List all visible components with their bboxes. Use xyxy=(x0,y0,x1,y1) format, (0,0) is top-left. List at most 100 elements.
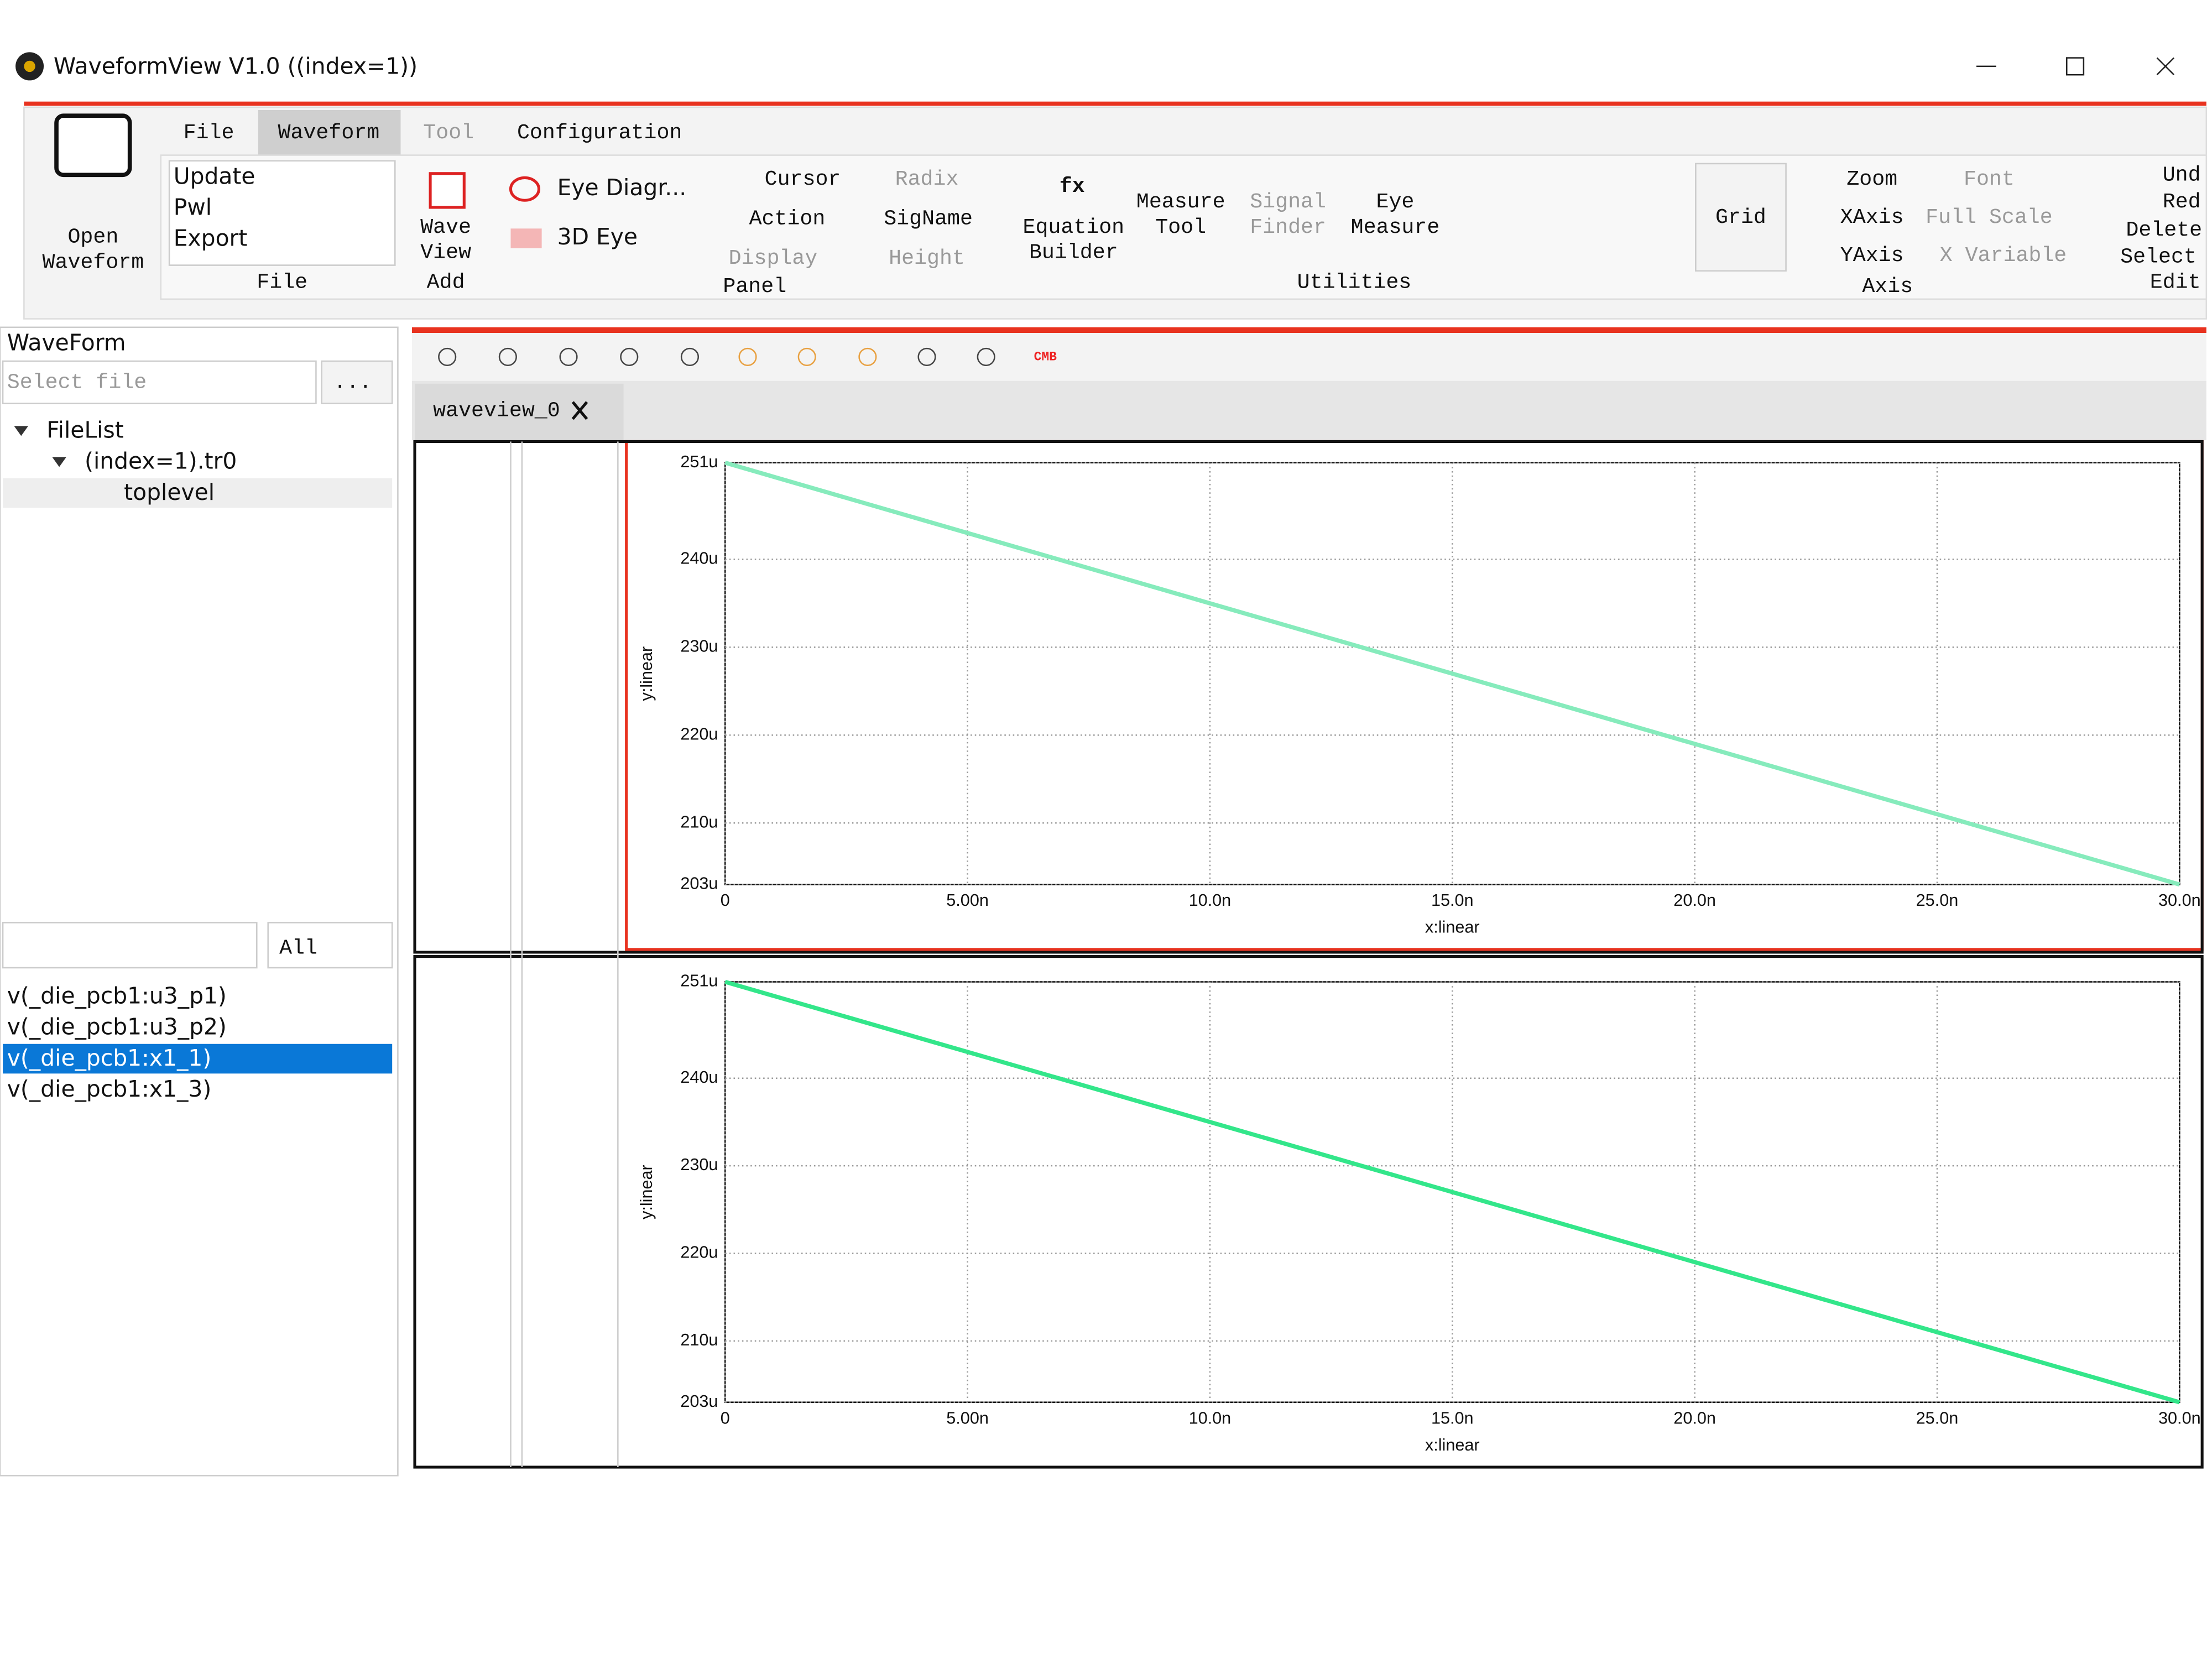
group-label: File xyxy=(257,270,307,294)
tree-item[interactable]: FileList xyxy=(46,417,124,444)
x-tick-label: 20.0n xyxy=(1673,891,1716,910)
cmb-button[interactable]: CMB xyxy=(1034,349,1057,364)
file-placeholder[interactable]: Select file xyxy=(7,371,147,394)
x-tick-label: 30.0n xyxy=(2158,891,2201,910)
measure-tool[interactable]: Tool xyxy=(1155,216,1206,239)
file-item[interactable]: Export xyxy=(174,225,248,252)
x-tick-label: 0 xyxy=(721,1408,730,1427)
signal-item[interactable]: v(_die_pcb1:x1_3) xyxy=(7,1076,211,1102)
x-axis-label: x:linear xyxy=(1425,918,1480,937)
file-input[interactable] xyxy=(2,360,317,404)
filter-value[interactable]: All xyxy=(279,936,317,960)
open-button[interactable]: Open xyxy=(67,226,118,249)
y-axis-label: y:linear xyxy=(637,646,656,701)
close-button[interactable] xyxy=(2156,57,2175,76)
toolbar-icon[interactable] xyxy=(977,347,995,366)
ribbon-body xyxy=(160,154,2208,300)
browse-button[interactable]: ... xyxy=(333,371,372,394)
cursor-button[interactable]: Cursor xyxy=(765,168,841,191)
grid-button-box[interactable] xyxy=(1695,163,1787,272)
eye-measure[interactable]: Eye xyxy=(1376,190,1415,214)
font-button[interactable]: Font xyxy=(1964,168,2015,191)
wave-view-button[interactable]: View xyxy=(420,241,471,265)
group-label: Panel xyxy=(723,275,786,299)
toolbar-icon[interactable] xyxy=(498,347,517,366)
open-button[interactable]: Waveform xyxy=(43,251,144,275)
filter-combo[interactable] xyxy=(267,922,393,969)
x-tick-label: 20.0n xyxy=(1673,1408,1716,1427)
tab[interactable] xyxy=(415,383,624,440)
undo-button[interactable]: Und xyxy=(2163,163,2201,187)
zoom-button[interactable]: Zoom xyxy=(1846,168,1897,191)
x-tick-label: 25.0n xyxy=(1916,891,1959,910)
tab-label[interactable]: waveview_0 xyxy=(433,399,560,422)
file-item[interactable]: Pwl xyxy=(174,194,212,221)
radix-button[interactable]: Radix xyxy=(895,168,959,191)
toolbar-icon[interactable] xyxy=(858,347,877,366)
wave-view-icon[interactable] xyxy=(429,172,466,209)
full-scale-button[interactable]: Full Scale xyxy=(1926,206,2053,229)
wave-view-button[interactable]: Wave xyxy=(420,216,471,239)
plot-frame-top xyxy=(625,440,2204,951)
signal-combo[interactable] xyxy=(2,922,258,969)
x-tick-label: 5.00n xyxy=(946,891,989,910)
toolbar-icon[interactable] xyxy=(797,347,816,366)
signal-item[interactable]: v(_die_pcb1:u3_p1) xyxy=(7,983,227,1009)
y-tick-label: 203u xyxy=(680,1392,718,1411)
select-button[interactable]: Select xyxy=(2120,245,2197,269)
ribbon-tab[interactable]: Configuration xyxy=(517,121,682,145)
y-axis-label: y:linear xyxy=(637,1165,656,1219)
sidebar-title: WaveForm xyxy=(7,329,126,356)
delete-button[interactable]: Delete xyxy=(2126,218,2202,242)
display-button[interactable]: Display xyxy=(729,247,818,270)
toolbar-icon[interactable] xyxy=(620,347,639,366)
signal-finder[interactable]: Signal xyxy=(1250,190,1326,214)
ribbon-tab[interactable]: File xyxy=(184,121,234,145)
eye-diagram-button[interactable]: Eye Diagr... xyxy=(557,174,687,201)
browse-box[interactable] xyxy=(321,360,393,404)
x-variable-button[interactable]: X Variable xyxy=(1940,244,2067,268)
toolbar-icon[interactable] xyxy=(738,347,757,366)
waveform-line xyxy=(724,461,2180,887)
view-divider xyxy=(411,327,2206,333)
open-icon[interactable] xyxy=(54,113,132,178)
tree-selection xyxy=(3,478,393,508)
signame-button[interactable]: SigName xyxy=(884,207,973,231)
signal-item[interactable]: v(_die_pcb1:x1_1) xyxy=(7,1045,211,1071)
xaxis-button[interactable]: XAxis xyxy=(1840,206,1904,229)
tab-close[interactable] xyxy=(571,401,588,420)
file-item[interactable]: Update xyxy=(174,163,255,189)
yaxis-button[interactable]: YAxis xyxy=(1840,244,1904,268)
grid-button[interactable]: Grid xyxy=(1715,206,1766,229)
signal-finder[interactable]: Finder xyxy=(1250,216,1326,239)
action-button[interactable]: Action xyxy=(749,207,826,231)
equation-builder[interactable]: Builder xyxy=(1029,241,1118,265)
ribbon-tab[interactable]: Tool xyxy=(423,121,474,145)
toolbar-icon[interactable] xyxy=(917,347,936,366)
tree-item[interactable]: (index=1).tr0 xyxy=(85,448,237,474)
x-tick-label: 25.0n xyxy=(1916,1408,1959,1427)
toolbar-icon[interactable] xyxy=(438,347,457,366)
ribbon-tab[interactable]: Waveform xyxy=(278,121,380,145)
height-button[interactable]: Height xyxy=(889,247,965,270)
maximize-button[interactable] xyxy=(2065,57,2085,76)
x-tick-label: 0 xyxy=(721,891,730,910)
redo-button[interactable]: Red xyxy=(2163,190,2201,214)
window-title: WaveformView V1.0 ((index=1)) xyxy=(54,53,418,79)
waveform-line xyxy=(724,979,2180,1405)
group-label: Edit xyxy=(2150,270,2201,294)
y-tick-label: 220u xyxy=(680,1243,718,1262)
group-label: Add xyxy=(427,270,465,294)
equation-builder[interactable]: Equation xyxy=(1023,216,1125,239)
fx-icon: fx xyxy=(1060,175,1085,199)
title-divider xyxy=(24,101,2206,106)
toolbar-icon[interactable] xyxy=(559,347,578,366)
signal-item[interactable]: v(_die_pcb1:u3_p2) xyxy=(7,1014,227,1040)
toolbar-icon[interactable] xyxy=(680,347,700,366)
tree-item[interactable]: toplevel xyxy=(124,479,215,505)
eye-measure[interactable]: Measure xyxy=(1351,216,1440,239)
app-icon-dot xyxy=(24,60,35,72)
eye-3d-button[interactable]: 3D Eye xyxy=(557,223,638,250)
measure-tool[interactable]: Measure xyxy=(1136,190,1225,214)
